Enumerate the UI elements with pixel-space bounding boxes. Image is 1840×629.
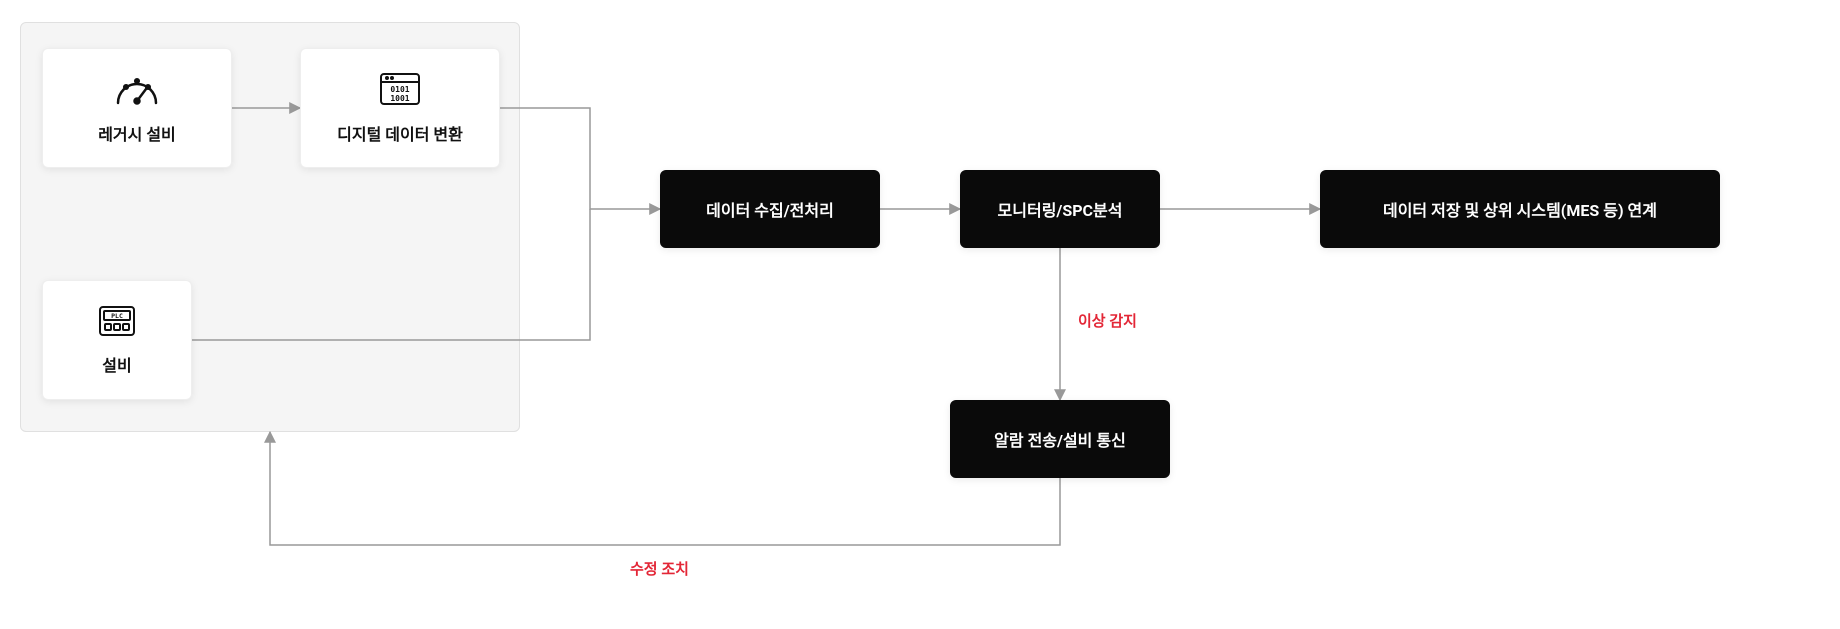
edge-alarm-to-group <box>270 432 1060 545</box>
diagram-canvas: 레거시 설비 0101 1001 디지털 데이터 변환 PLC <box>0 0 1840 629</box>
svg-text:PLC: PLC <box>111 312 123 320</box>
binary-icon: 0101 1001 <box>378 71 422 111</box>
edge-label-anomaly: 이상 감지 <box>1078 310 1137 331</box>
node-monitoring-spc: 모니터링/SPC분석 <box>960 170 1160 248</box>
edge-label-correction: 수정 조치 <box>630 558 689 579</box>
node-label: 모니터링/SPC분석 <box>998 197 1123 221</box>
node-data-collection: 데이터 수집/전처리 <box>660 170 880 248</box>
gauge-icon <box>114 71 160 111</box>
node-label: 디지털 데이터 변환 <box>337 121 463 145</box>
svg-text:0101: 0101 <box>390 85 409 94</box>
node-label: 데이터 저장 및 상위 시스템(MES 등) 연계 <box>1383 197 1657 221</box>
node-plc-equipment: PLC 설비 <box>42 280 192 400</box>
node-label: 데이터 수집/전처리 <box>706 197 834 221</box>
node-alarm-comm: 알람 전송/설비 통신 <box>950 400 1170 478</box>
node-data-store-link: 데이터 저장 및 상위 시스템(MES 등) 연계 <box>1320 170 1720 248</box>
edge-digital-to-collect <box>500 108 660 209</box>
svg-text:1001: 1001 <box>390 94 409 103</box>
plc-icon: PLC <box>97 304 137 342</box>
node-digital-conversion: 0101 1001 디지털 데이터 변환 <box>300 48 500 168</box>
node-label: 알람 전송/설비 통신 <box>994 427 1126 451</box>
node-label: 레거시 설비 <box>98 121 176 145</box>
node-label: 설비 <box>102 352 131 376</box>
node-legacy-equipment: 레거시 설비 <box>42 48 232 168</box>
